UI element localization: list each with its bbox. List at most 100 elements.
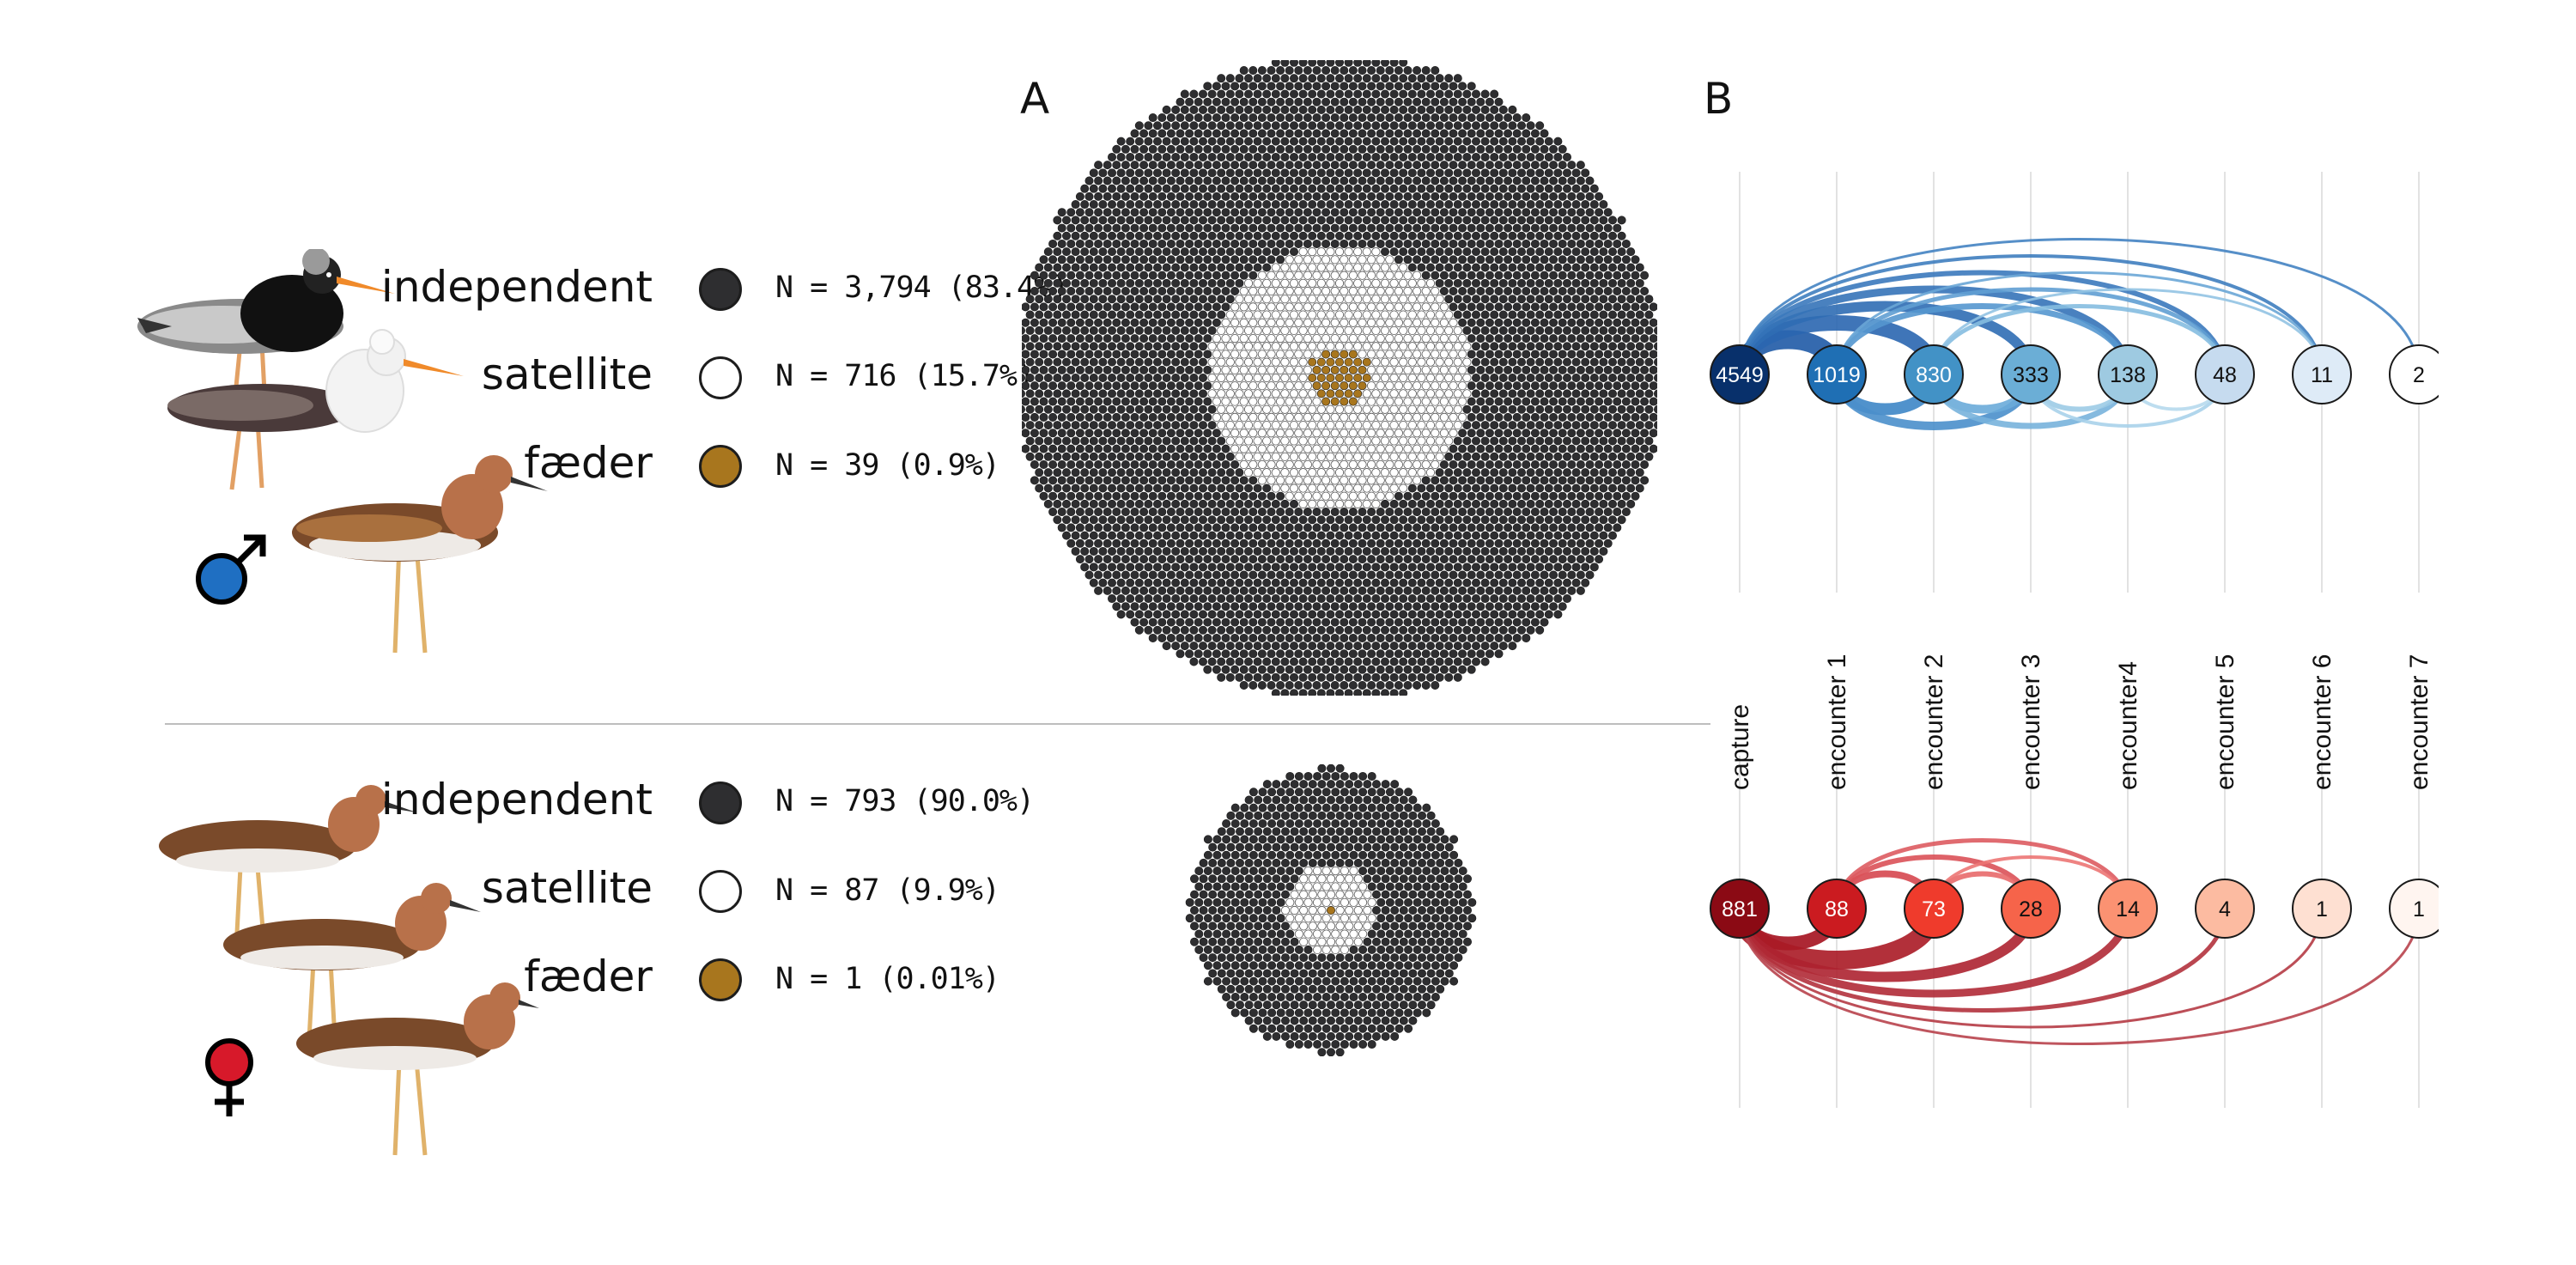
male-dot-independent — [1126, 295, 1135, 304]
male-dot-independent — [1540, 223, 1549, 233]
male-dot-independent — [1203, 113, 1212, 123]
male-dot-independent — [1285, 113, 1294, 123]
male-dot-independent — [1271, 60, 1280, 67]
male-dot-independent — [1157, 491, 1167, 501]
male-dot-satellite — [1262, 295, 1272, 304]
male-dot-independent — [1576, 397, 1585, 406]
male-dot-independent — [1603, 208, 1613, 217]
male-dot-satellite — [1353, 420, 1363, 430]
male-dot-independent — [1589, 325, 1599, 335]
male-dot-independent — [1144, 310, 1153, 319]
male-dot-satellite — [1380, 263, 1390, 272]
male-dot-satellite — [1348, 412, 1358, 422]
female-dot-satellite — [1349, 914, 1358, 923]
male-dot-independent — [1166, 223, 1176, 233]
male-dot-independent — [1585, 334, 1595, 344]
male-dot-independent — [1435, 247, 1444, 257]
male-dot-satellite — [1225, 373, 1235, 383]
male-dot-independent — [1176, 302, 1185, 312]
male-dot-satellite — [1431, 429, 1440, 438]
female-dot-independent — [1390, 890, 1400, 899]
male-dot-independent — [1048, 429, 1058, 438]
male-dot-independent — [1330, 65, 1340, 75]
male-dot-independent — [1239, 476, 1249, 485]
female-dot-independent — [1381, 874, 1390, 884]
male-dot-independent — [1444, 184, 1454, 193]
male-dot-independent — [1599, 200, 1608, 210]
male-dot-independent — [1544, 200, 1553, 210]
male-dot-independent — [1298, 184, 1308, 193]
male-dot-independent — [1562, 231, 1571, 240]
male-dot-independent — [1617, 231, 1626, 240]
male-dot-independent — [1112, 302, 1121, 312]
male-dot-independent — [1162, 231, 1171, 240]
male-dot-satellite — [1353, 483, 1363, 493]
male-dot-satellite — [1376, 444, 1385, 453]
male-dot-independent — [1153, 578, 1163, 587]
female-dot-independent — [1349, 945, 1358, 954]
male-dot-independent — [1621, 287, 1631, 296]
male-dot-independent — [1262, 184, 1272, 193]
male-dot-independent — [1444, 452, 1454, 461]
male-dot-independent — [1449, 665, 1458, 674]
male-dot-independent — [1553, 531, 1563, 540]
male-dot-independent — [1080, 421, 1090, 430]
male-dot-independent — [1522, 476, 1531, 485]
male-dot-independent — [1471, 594, 1480, 604]
female-dot-independent — [1335, 969, 1345, 978]
male-legend-dot-independent — [699, 268, 742, 311]
male-dot-independent — [1385, 633, 1394, 642]
male-dot-independent — [1334, 216, 1344, 225]
male-dot-satellite — [1431, 444, 1440, 453]
male-dot-independent — [1394, 602, 1403, 611]
male-dot-satellite — [1444, 389, 1454, 398]
female-dot-independent — [1272, 953, 1281, 963]
male-dot-independent — [1544, 468, 1553, 477]
male-dot-satellite — [1262, 357, 1272, 367]
male-dot-independent — [1617, 468, 1626, 477]
male-dot-independent — [1103, 586, 1112, 595]
male-dot-independent — [1144, 578, 1153, 587]
male-dot-independent — [1480, 642, 1490, 651]
male-dot-independent — [1189, 152, 1199, 161]
male-dot-independent — [1294, 586, 1303, 595]
male-dot-independent — [1417, 74, 1426, 83]
male-dot-independent — [1112, 350, 1121, 359]
male-dot-independent — [1326, 231, 1335, 240]
male-dot-independent — [1340, 665, 1349, 674]
male-dot-independent — [1340, 681, 1349, 690]
male-dot-satellite — [1262, 452, 1272, 461]
male-dot-independent — [1471, 231, 1480, 240]
male-dot-independent — [1112, 255, 1121, 265]
male-dot-independent — [1458, 444, 1467, 453]
male-dot-independent — [1303, 239, 1312, 248]
male-dot-independent — [1285, 97, 1294, 106]
male-dot-independent — [1094, 192, 1103, 201]
male-dot-independent — [1166, 176, 1176, 185]
male-dot-satellite — [1435, 373, 1444, 383]
male-dot-satellite — [1348, 318, 1358, 327]
male-dot-independent — [1276, 681, 1285, 690]
male-dot-independent — [1103, 334, 1112, 344]
male-morph-label-faeder: fæder — [524, 438, 653, 488]
male-dot-independent — [1221, 208, 1230, 217]
female-dot-independent — [1385, 867, 1394, 876]
male-dot-independent — [1607, 499, 1617, 508]
male-dot-satellite — [1417, 295, 1426, 304]
male-dot-independent — [1544, 515, 1553, 525]
male-dot-independent — [1199, 231, 1208, 240]
male-dot-independent — [1421, 555, 1431, 564]
male-dot-independent — [1267, 176, 1276, 185]
male-dot-independent — [1057, 412, 1066, 422]
male-dot-independent — [1103, 397, 1112, 406]
male-dot-satellite — [1435, 295, 1444, 304]
male-dot-satellite — [1289, 452, 1299, 461]
male-dot-independent — [1535, 121, 1545, 131]
male-dot-independent — [1225, 657, 1235, 666]
male-dot-independent — [1476, 586, 1485, 595]
male-dot-independent — [1485, 459, 1494, 469]
male-dot-independent — [1108, 373, 1117, 382]
male-dot-independent — [1285, 144, 1294, 154]
male-dot-independent — [1585, 302, 1595, 312]
